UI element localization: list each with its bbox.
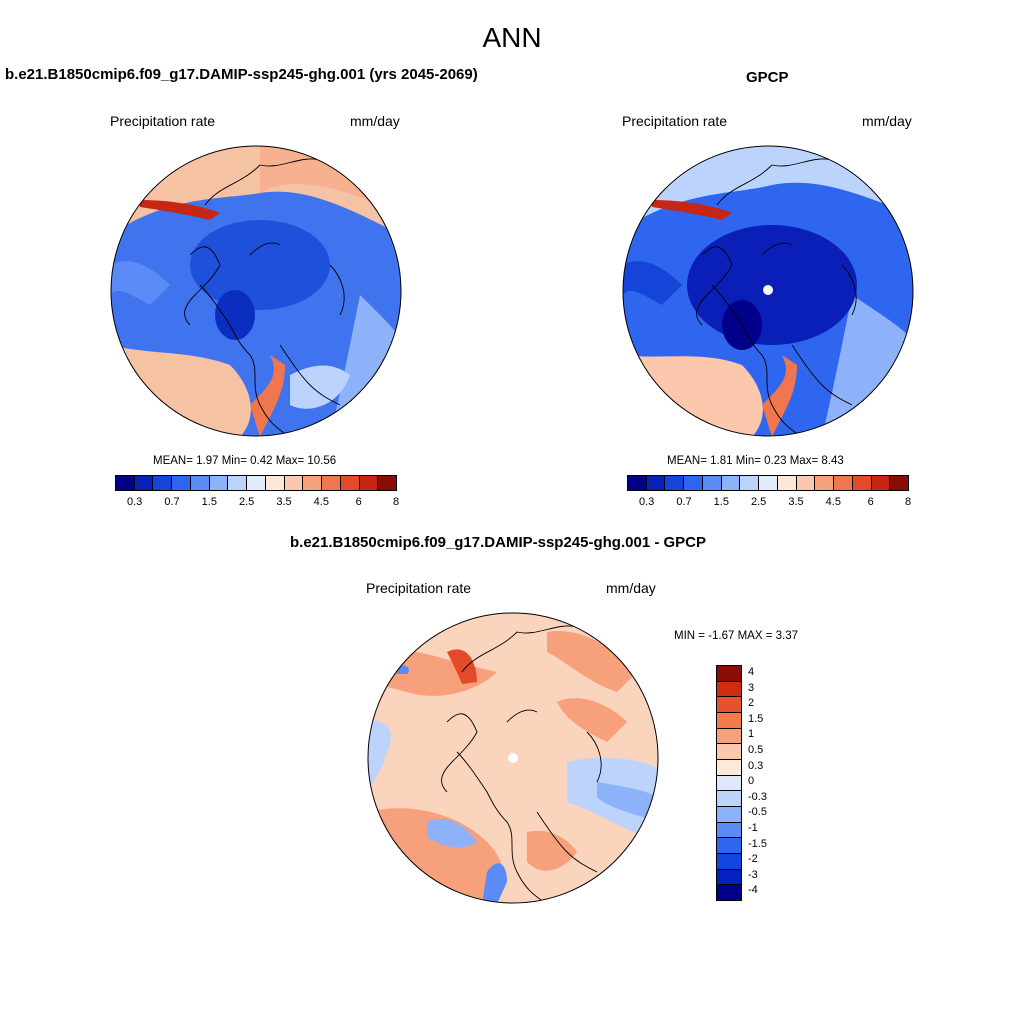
colorbar-swatch (265, 476, 285, 490)
colorbar-tick-label: 1 (748, 728, 755, 741)
colorbar-swatch (871, 476, 891, 490)
colorbar-swatch (717, 868, 741, 885)
colorbar-tick-label: 8 (904, 496, 912, 508)
colorbar-tick-label: 6 (355, 496, 362, 508)
colorbar-tick-label: 4.5 (825, 496, 841, 508)
colorbar-swatch (284, 476, 304, 490)
obs-colorbar (627, 475, 909, 491)
model-polar-map (110, 145, 402, 437)
diff-units-label: mm/day (606, 580, 656, 596)
colorbar-tick-label: 3 (748, 681, 755, 694)
colorbar-tick-label: 1.5 (201, 496, 217, 508)
colorbar-swatch (153, 476, 173, 490)
colorbar-tick-label: 0 (748, 775, 755, 788)
colorbar-tick-label: 1.5 (713, 496, 729, 508)
obs-stats: MEAN= 1.81 Min= 0.23 Max= 8.43 (667, 455, 844, 467)
colorbar-swatch (134, 476, 154, 490)
colorbar-tick-label: -2 (748, 853, 758, 866)
colorbar-swatch (665, 476, 685, 490)
colorbar-swatch (359, 476, 379, 490)
colorbar-tick-label: 0.3 (748, 759, 764, 772)
colorbar-tick-label: -3 (748, 868, 758, 881)
diff-variable-label: Precipitation rate (366, 580, 472, 596)
colorbar-swatch (815, 476, 835, 490)
colorbar-tick-label: 6 (867, 496, 874, 508)
colorbar-tick-label: -0.5 (748, 806, 767, 819)
colorbar-swatch (116, 476, 135, 490)
colorbar-swatch (322, 476, 341, 490)
colorbar-swatch (777, 476, 797, 490)
model-colorbar (115, 475, 397, 491)
colorbar-swatch (796, 476, 816, 490)
colorbar-swatch (717, 884, 741, 900)
colorbar-tick-label: 0.3 (639, 496, 655, 508)
colorbar-tick-label: -1.5 (748, 837, 767, 850)
model-panel-title: b.e21.B1850cmip6.f09_g17.DAMIP-ssp245-gh… (5, 66, 478, 83)
colorbar-tick-label: 0.7 (676, 496, 692, 508)
diff-colorbar (716, 665, 742, 901)
colorbar-swatch (717, 743, 741, 759)
colorbar-swatch (646, 476, 666, 490)
colorbar-swatch (717, 790, 741, 806)
colorbar-swatch (717, 680, 741, 697)
diff-polar-map (367, 612, 659, 904)
colorbar-swatch (209, 476, 229, 490)
colorbar-swatch (717, 665, 741, 681)
colorbar-swatch (890, 476, 909, 490)
colorbar-tick-label: 0.5 (748, 744, 764, 756)
obs-variable-label: Precipitation rate (622, 113, 728, 129)
colorbar-swatch (303, 476, 323, 490)
colorbar-tick-label: 4.5 (313, 496, 329, 508)
colorbar-swatch (717, 727, 741, 744)
model-variable-label: Precipitation rate (110, 113, 216, 129)
diff-panel-title: b.e21.B1850cmip6.f09_g17.DAMIP-ssp245-gh… (290, 534, 707, 551)
colorbar-swatch (628, 476, 647, 490)
colorbar-swatch (717, 805, 741, 822)
colorbar-swatch (684, 476, 703, 490)
figure-title: ANN (482, 22, 542, 53)
colorbar-swatch (172, 476, 191, 490)
colorbar-swatch (340, 476, 360, 490)
colorbar-swatch (717, 696, 741, 712)
colorbar-tick-label: 3.5 (276, 496, 292, 508)
colorbar-swatch (852, 476, 872, 490)
diff-stats: MIN = -1.67 MAX = 3.37 (674, 630, 799, 642)
colorbar-tick-label: 0.7 (164, 496, 180, 508)
colorbar-swatch (717, 758, 741, 775)
colorbar-swatch (759, 476, 778, 490)
colorbar-tick-label: 0.3 (127, 496, 143, 508)
colorbar-swatch (717, 711, 741, 728)
colorbar-swatch (190, 476, 210, 490)
colorbar-swatch (717, 821, 741, 838)
model-units-label: mm/day (350, 113, 400, 129)
colorbar-swatch (717, 774, 741, 791)
colorbar-swatch (717, 852, 741, 869)
colorbar-swatch (740, 476, 760, 490)
colorbar-swatch (721, 476, 741, 490)
colorbar-swatch (228, 476, 248, 490)
colorbar-tick-label: 2.5 (751, 496, 767, 508)
colorbar-swatch (378, 476, 397, 490)
colorbar-tick-label: -4 (748, 884, 758, 897)
obs-units-label: mm/day (862, 113, 912, 129)
colorbar-tick-label: 3.5 (788, 496, 804, 508)
colorbar-tick-label: -0.3 (748, 790, 767, 803)
colorbar-tick-label: 1.5 (748, 712, 764, 725)
colorbar-tick-label: 2 (748, 697, 755, 710)
obs-colorbar-ticks: 0.3 0.7 1.5 2.5 3.5 4.5 6 8 (628, 496, 912, 510)
colorbar-tick-label: 4 (748, 666, 755, 678)
colorbar-swatch (702, 476, 722, 490)
colorbar-swatch (717, 837, 741, 853)
model-stats: MEAN= 1.97 Min= 0.42 Max= 10.56 (153, 455, 337, 467)
colorbar-tick-label: 8 (392, 496, 400, 508)
colorbar-swatch (247, 476, 266, 490)
colorbar-tick-label: -1 (748, 822, 758, 834)
colorbar-swatch (834, 476, 853, 490)
obs-polar-map (622, 145, 914, 437)
colorbar-tick-label: 2.5 (239, 496, 255, 508)
obs-panel-title: GPCP (746, 69, 789, 86)
model-colorbar-ticks: 0.3 0.7 1.5 2.5 3.5 4.5 6 8 (116, 496, 400, 510)
